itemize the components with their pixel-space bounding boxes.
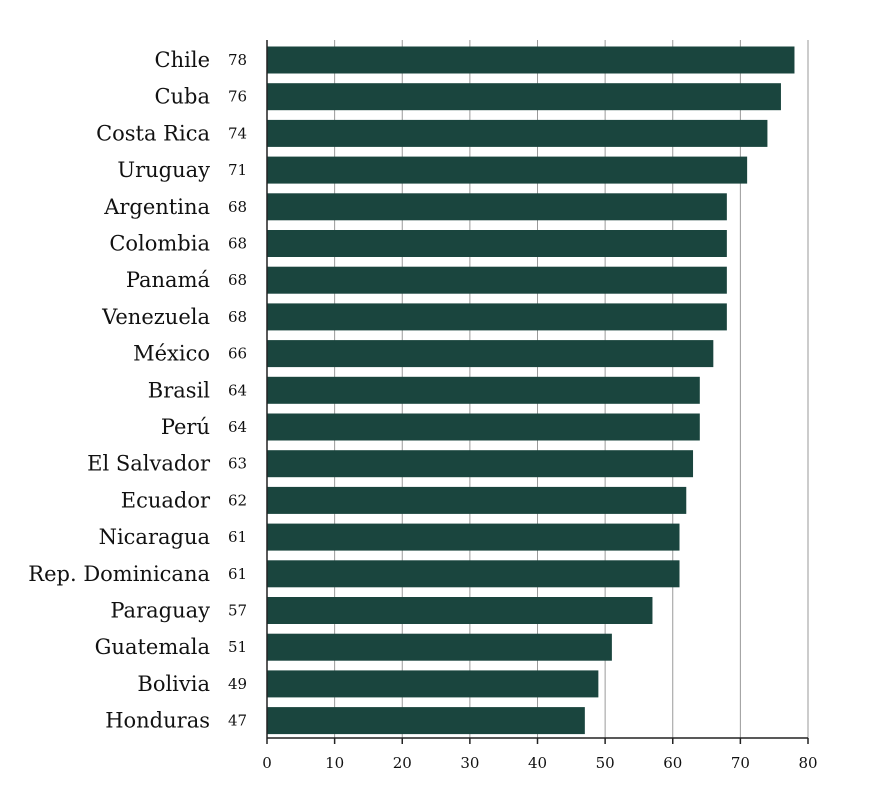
value-label: 63 [228,455,247,473]
category-labels: Chile Cuba Costa Rica Uruguay Argentina Colom… [28,48,211,733]
bar [267,340,714,368]
category-label: Ecuador [121,488,211,512]
bars [267,46,795,735]
value-label: 47 [228,712,247,730]
category-label: Bolivia [137,672,210,696]
bar [267,193,727,221]
category-label: Venezuela [101,305,210,329]
value-label: 68 [228,235,247,253]
value-label: 62 [228,491,247,509]
x-tick-label: 60 [663,754,682,772]
value-label: 66 [228,345,247,363]
x-tick-label: 40 [528,754,547,772]
category-label: Panamá [126,268,210,292]
bar [267,707,585,735]
bar [267,560,680,588]
category-label: Uruguay [117,158,210,182]
bar [267,633,612,661]
category-label: Costa Rica [96,121,210,145]
value-labels: 78 76 74 71 68 68 68 68 66 64 64 63 62 61 61 57 51 49 47 [228,51,247,730]
bar [267,156,748,184]
bar [267,46,795,74]
category-label: Rep. Dominicana [28,562,210,586]
category-label: Perú [161,415,210,439]
x-tick-label: 20 [393,754,412,772]
category-label: Brasil [148,378,210,402]
value-label: 61 [228,528,247,546]
bar [267,303,727,331]
bar [267,119,768,147]
value-label: 68 [228,308,247,326]
category-label: Cuba [154,85,210,109]
bar [267,266,727,294]
value-label: 64 [228,418,247,436]
value-label: 74 [228,124,247,142]
value-label: 49 [228,675,247,693]
x-axis-ticks: 0 10 20 30 40 50 60 70 80 [262,738,818,772]
x-tick-label: 80 [798,754,817,772]
value-label: 68 [228,198,247,216]
category-label: Argentina [103,195,210,219]
x-tick-label: 30 [460,754,479,772]
category-label: El Salvador [87,452,211,476]
category-label: Chile [155,48,210,72]
bar [267,670,599,698]
value-label: 68 [228,271,247,289]
x-tick-label: 10 [325,754,344,772]
bar [267,450,694,478]
value-label: 61 [228,565,247,583]
bar [267,486,687,514]
bar [267,83,781,111]
category-label: Paraguay [110,599,210,623]
category-label: Honduras [105,709,210,733]
x-tick-label: 50 [596,754,615,772]
value-label: 57 [228,602,247,620]
value-label: 71 [228,161,247,179]
x-tick-label: 0 [262,754,272,772]
value-label: 64 [228,381,247,399]
value-label: 78 [228,51,247,69]
value-label: 76 [228,88,247,106]
value-label: 51 [228,638,247,656]
category-label: Guatemala [95,635,210,659]
category-label: Colombia [109,232,210,256]
category-label: México [133,342,210,366]
bar [267,523,680,551]
bar [267,376,700,404]
bar [267,230,727,257]
bar [267,597,653,624]
x-tick-label: 70 [731,754,750,772]
category-label: Nicaragua [99,525,210,549]
bar [267,413,700,441]
